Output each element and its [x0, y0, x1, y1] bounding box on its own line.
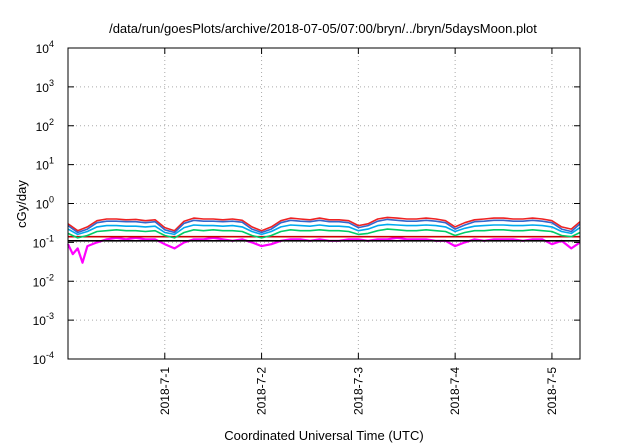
y-tick-base: 10	[36, 42, 50, 56]
y-tick-label: 100	[36, 195, 54, 212]
y-tick-exponent: -1	[46, 233, 54, 243]
y-tick-label: 10-4	[33, 350, 54, 367]
y-tick-label: 10-2	[33, 272, 54, 289]
x-tick-label: 2018-7-5	[545, 367, 559, 415]
x-tick-label: 2018-7-1	[158, 367, 172, 415]
series-line-3	[67, 228, 581, 239]
y-tick-base: 10	[33, 353, 47, 367]
y-tick-exponent: 2	[49, 117, 54, 127]
y-tick-exponent: 3	[49, 78, 54, 88]
y-tick-exponent: 4	[49, 39, 54, 49]
y-tick-base: 10	[33, 275, 47, 289]
x-axis-label: Coordinated Universal Time (UTC)	[224, 428, 423, 443]
y-tick-exponent: -3	[46, 311, 54, 321]
chart-title: /data/run/goesPlots/archive/2018-07-05/0…	[109, 21, 537, 36]
y-tick-exponent: -2	[46, 272, 54, 282]
x-tick-label: 2018-7-4	[448, 367, 462, 415]
y-tick-exponent: -4	[46, 350, 54, 360]
y-tick-base: 10	[36, 81, 50, 95]
y-axis-label: cGy/day	[14, 180, 29, 228]
y-tick-label: 104	[36, 39, 54, 56]
x-tick-label: 2018-7-3	[351, 367, 365, 415]
y-tick-label: 10-1	[33, 233, 54, 250]
y-tick-base: 10	[36, 120, 50, 134]
y-tick-base: 10	[36, 198, 50, 212]
y-tick-base: 10	[33, 236, 47, 250]
y-tick-base: 10	[36, 159, 50, 173]
y-tick-label: 103	[36, 78, 54, 95]
y-tick-label: 10-3	[33, 311, 54, 328]
series-line-4	[67, 223, 581, 236]
y-tick-label: 101	[36, 156, 54, 173]
x-tick-label: 2018-7-2	[255, 367, 269, 415]
series-line-6	[67, 218, 581, 234]
x-axis-ticks: 2018-7-1 2018-7-2 2018-7-3 2018-7-4 2018-7-5	[158, 48, 559, 415]
y-tick-base: 10	[33, 314, 47, 328]
y-tick-exponent: 1	[49, 156, 54, 166]
y-tick-exponent: 0	[49, 195, 54, 205]
series-line-5	[67, 216, 581, 232]
series-group	[67, 216, 581, 264]
grid	[68, 48, 580, 359]
y-tick-label: 102	[36, 117, 54, 134]
